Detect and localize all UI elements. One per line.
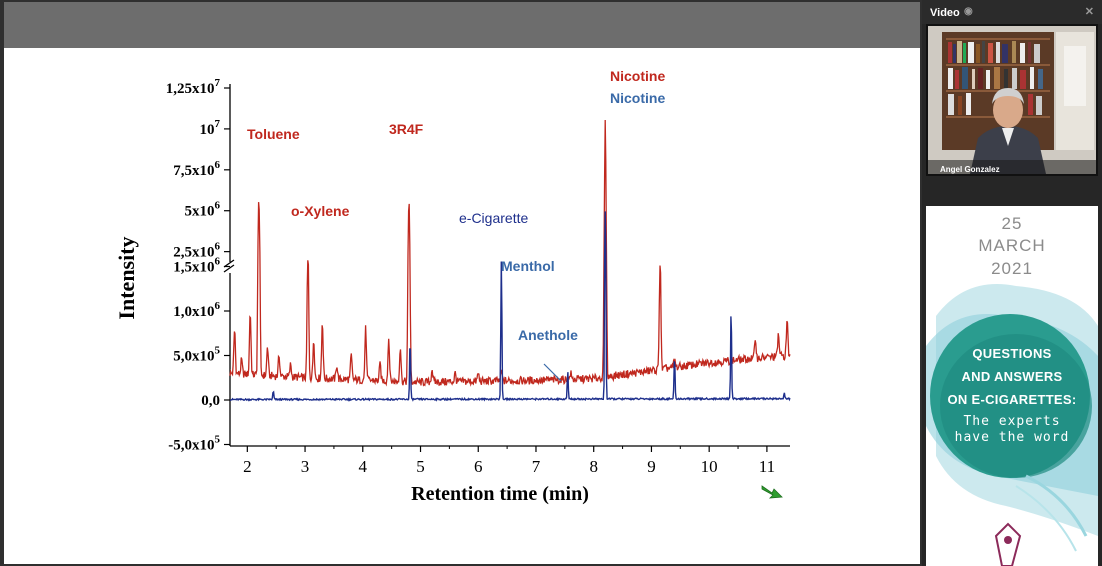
y-tick-label: 2,5x106 (173, 241, 220, 261)
annotation-o-xylene: o-Xylene (291, 203, 350, 219)
next-slide-arrow-icon (761, 485, 783, 499)
series-line-e-cigarette (229, 211, 791, 402)
poster-background-art (926, 206, 1098, 566)
x-tick-label: 2 (243, 457, 252, 476)
x-tick-label: 5 (416, 457, 425, 476)
y-tick-label: 5,0x105 (173, 345, 220, 365)
close-icon[interactable]: ✕ (1084, 6, 1094, 18)
x-tick-label: 7 (532, 457, 541, 476)
annotation-nicotine-3r4f: Nicotine (610, 68, 665, 84)
y-tick-label: 1,25x107 (166, 77, 221, 97)
poster-heading-line-3: ON E-CIGARETTES: (947, 392, 1077, 407)
pin-icon[interactable]: ◉ (964, 6, 973, 17)
y-axis-title: Intensity (114, 236, 139, 319)
y-tick-label: -5,0x105 (168, 434, 220, 454)
y-tick-label: 0,0 (201, 393, 220, 409)
slide-toolbar (4, 2, 920, 48)
y-tick-label: 1,0x106 (173, 300, 220, 320)
participant-name: Angel Gonzalez (940, 165, 1000, 174)
poster-month: MARCH (978, 236, 1046, 255)
poster-subtitle-line-1: The experts (963, 414, 1061, 429)
y-tick-label: 1,5x106 (173, 256, 220, 276)
right-panel: Video ◉ ✕ (922, 0, 1102, 566)
annotation-anethole: Anethole (518, 327, 578, 343)
annotation-3r4f: 3R4F (389, 121, 424, 137)
poster-day: 25 (1001, 214, 1023, 233)
x-tick-label: 4 (359, 457, 368, 476)
video-panel-title: Video (930, 7, 960, 19)
x-tick-label: 3 (301, 457, 310, 476)
x-tick-label: 11 (759, 457, 775, 476)
poster-subtitle-line-2: have the word (954, 430, 1070, 445)
slide: 2 3 4 5 6 7 8 9 10 11 -5,0x105 0,0 5,0x105 1,0x106 1,5… (4, 48, 920, 564)
presentation-area: 2 3 4 5 6 7 8 9 10 11 -5,0x105 0,0 5,0x105 1,0x106 1,5… (0, 0, 922, 566)
annotation-toluene: Toluene (247, 126, 300, 142)
chromatogram-chart: 2 3 4 5 6 7 8 9 10 11 -5,0x105 0,0 5,0x105 1,0x106 1,5… (114, 68, 791, 505)
y-tick-label: 107 (200, 118, 221, 138)
annotation-menthol: Menthol (501, 258, 555, 274)
series-line-3r4f (229, 119, 791, 387)
participant-video-tile[interactable]: Angel Gonzalez (926, 24, 1098, 176)
y-tick-label: 7,5x106 (173, 159, 220, 179)
anethole-pointer (543, 363, 562, 382)
y-tick-label: 5x106 (185, 200, 221, 220)
x-tick-label: 9 (647, 457, 656, 476)
x-tick-label: 10 (701, 457, 718, 476)
poster-heading-line-2: AND ANSWERS (961, 369, 1063, 384)
x-tick-label: 6 (474, 457, 483, 476)
annotation-nicotine-e-cigarette: Nicotine (610, 90, 665, 106)
webcam-feed (928, 26, 1096, 174)
axis-break-mark (223, 259, 235, 268)
axis-break-mark (223, 264, 235, 273)
poster-year: 2021 (991, 259, 1033, 278)
x-axis-title: Retention time (min) (411, 483, 589, 505)
video-panel-header: Video ◉ ✕ (922, 0, 1102, 24)
x-tick-label: 8 (589, 457, 598, 476)
poster-heading-line-1: QUESTIONS (972, 346, 1052, 361)
event-poster: 25 MARCH 2021 QUESTIONS AND ANSWERS ON E… (926, 206, 1098, 566)
annotation-e-cigarette: e-Cigarette (459, 210, 528, 226)
